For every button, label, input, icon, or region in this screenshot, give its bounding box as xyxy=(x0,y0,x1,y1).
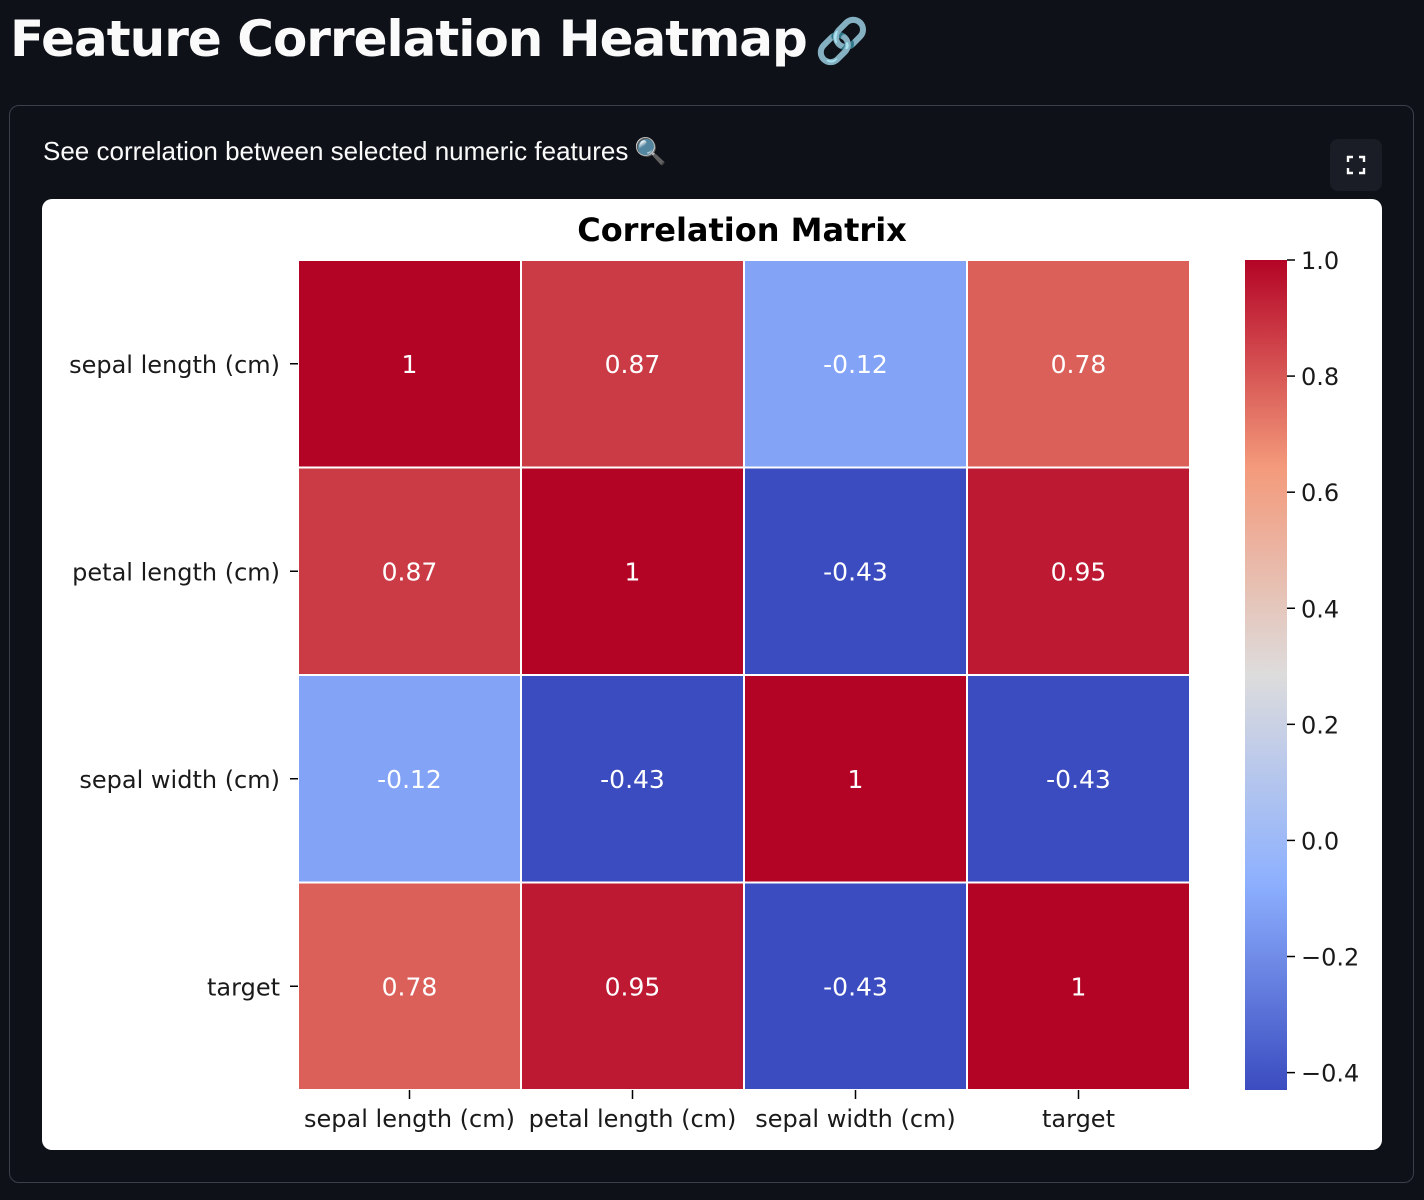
x-tick-label: sepal length (cm) xyxy=(304,1105,515,1133)
cell-value-label: -0.12 xyxy=(823,350,888,379)
cell-value-label: 0.78 xyxy=(1051,350,1107,379)
heatmap-cell xyxy=(297,466,522,676)
heatmap-cell xyxy=(966,674,1191,884)
heatmap-cell xyxy=(297,881,522,1091)
heatmap-cell xyxy=(743,259,968,469)
y-tick-label: petal length (cm) xyxy=(72,558,280,586)
colorbar-tick-label: 0.8 xyxy=(1301,363,1339,391)
colorbar-tick-label: 0.2 xyxy=(1301,711,1339,739)
colorbar-tick-label: 0.0 xyxy=(1301,827,1339,855)
y-tick-label: sepal length (cm) xyxy=(69,351,280,379)
chart-caption: See correlation between selected numeric… xyxy=(43,136,667,167)
heatmap-cell xyxy=(520,466,745,676)
y-tick-label: target xyxy=(207,973,280,1001)
caption-text: See correlation between selected numeric… xyxy=(43,136,629,166)
colorbar-tick-label: 0.4 xyxy=(1301,595,1339,623)
x-tick-label: sepal width (cm) xyxy=(755,1105,956,1133)
fullscreen-button[interactable] xyxy=(1330,139,1382,191)
colorbar-tick-label: −0.4 xyxy=(1301,1060,1359,1088)
colorbar xyxy=(1245,260,1287,1090)
cell-value-label: 0.87 xyxy=(382,557,438,586)
heatmap-cell xyxy=(966,881,1191,1091)
link-icon: 🔗 xyxy=(814,16,870,67)
cell-value-label: 0.78 xyxy=(382,972,438,1001)
heatmap-cell xyxy=(520,674,745,884)
cell-value-label: -0.43 xyxy=(1046,765,1111,794)
cell-value-label: 1 xyxy=(625,557,641,586)
correlation-heatmap: Correlation Matrix 1 0.87 -0.12 0.78 0.87 1 -0… xyxy=(69,211,1359,1133)
colorbar-tick-label: 0.6 xyxy=(1301,479,1339,507)
heatmap-cell xyxy=(966,466,1191,676)
cell-value-label: -0.43 xyxy=(600,765,665,794)
heatmap-cell xyxy=(966,259,1191,469)
x-tick-label: petal length (cm) xyxy=(529,1105,737,1133)
chart-title: Correlation Matrix xyxy=(577,211,907,249)
heatmap-cell xyxy=(520,881,745,1091)
heatmap-cell xyxy=(297,259,522,469)
cell-value-label: -0.12 xyxy=(377,765,442,794)
cell-value-label: 0.95 xyxy=(1051,557,1107,586)
page-title-text: Feature Correlation Heatmap xyxy=(10,10,808,68)
chart-card: Correlation Matrix 1 0.87 -0.12 0.78 0.87 1 -0… xyxy=(42,199,1382,1150)
page-title: Feature Correlation Heatmap 🔗 xyxy=(10,6,870,75)
x-tick-label: target xyxy=(1042,1105,1115,1133)
cell-value-label: 0.95 xyxy=(605,972,661,1001)
cell-value-label: 1 xyxy=(402,350,418,379)
cell-value-label: 1 xyxy=(848,765,864,794)
cell-value-label: 1 xyxy=(1071,972,1087,1001)
heatmap-cell xyxy=(520,259,745,469)
cell-value-label: 0.87 xyxy=(605,350,661,379)
magnifier-icon: 🔍 xyxy=(634,136,667,166)
colorbar-tick-label: 1.0 xyxy=(1301,247,1339,275)
cell-value-label: -0.43 xyxy=(823,557,888,586)
y-tick-label: sepal width (cm) xyxy=(79,766,280,794)
chart-panel: See correlation between selected numeric… xyxy=(9,105,1414,1183)
heatmap-cell xyxy=(743,881,968,1091)
cell-value-label: -0.43 xyxy=(823,972,888,1001)
fullscreen-icon xyxy=(1346,155,1366,175)
colorbar-tick-label: −0.2 xyxy=(1301,944,1359,972)
